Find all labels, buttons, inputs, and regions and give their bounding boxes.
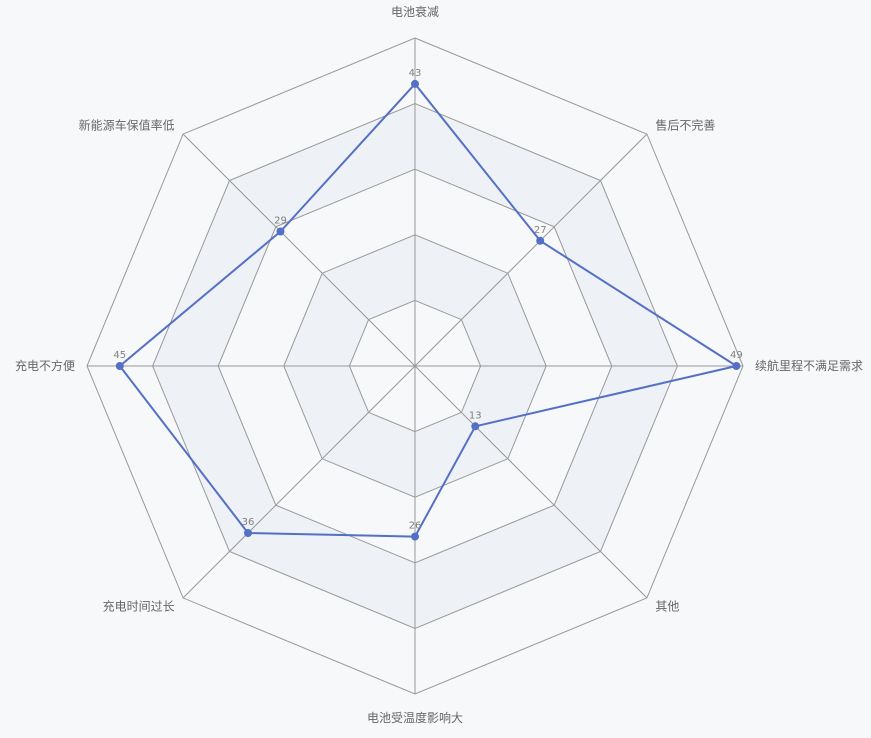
data-label: 13	[469, 410, 482, 421]
data-point[interactable]	[276, 227, 285, 236]
data-point[interactable]	[115, 362, 124, 370]
radar-spoke	[414, 365, 648, 599]
data-point[interactable]	[411, 532, 419, 541]
data-label: 29	[274, 216, 287, 227]
axis-label: 电池受温度影响大	[367, 710, 463, 725]
radar-axes	[87, 38, 743, 694]
data-point[interactable]	[244, 529, 252, 537]
radar-spoke	[182, 365, 416, 599]
data-label: 26	[409, 521, 422, 532]
radar-spoke	[414, 133, 648, 367]
axis-label: 充电不方便	[15, 358, 75, 373]
data-label: 49	[730, 350, 743, 361]
axis-label: 其他	[655, 599, 679, 613]
data-label: 45	[113, 350, 126, 361]
data-point[interactable]	[471, 422, 480, 431]
data-point[interactable]	[536, 236, 545, 245]
radar-series: 43 27 49 13 26 36 45 29	[113, 68, 743, 541]
radar-spoke	[182, 133, 416, 367]
data-point[interactable]	[732, 362, 741, 370]
data-point[interactable]	[411, 79, 419, 88]
axis-label: 续航里程不满足需求	[755, 358, 863, 373]
axis-label: 充电时间过长	[103, 598, 175, 613]
data-label: 27	[534, 225, 547, 236]
data-label: 43	[409, 68, 422, 79]
axis-label: 电池衰减	[391, 4, 439, 19]
data-label: 36	[242, 517, 255, 528]
axis-label: 新能源车保值率低	[79, 118, 175, 133]
axis-label: 售后不完善	[655, 118, 715, 133]
